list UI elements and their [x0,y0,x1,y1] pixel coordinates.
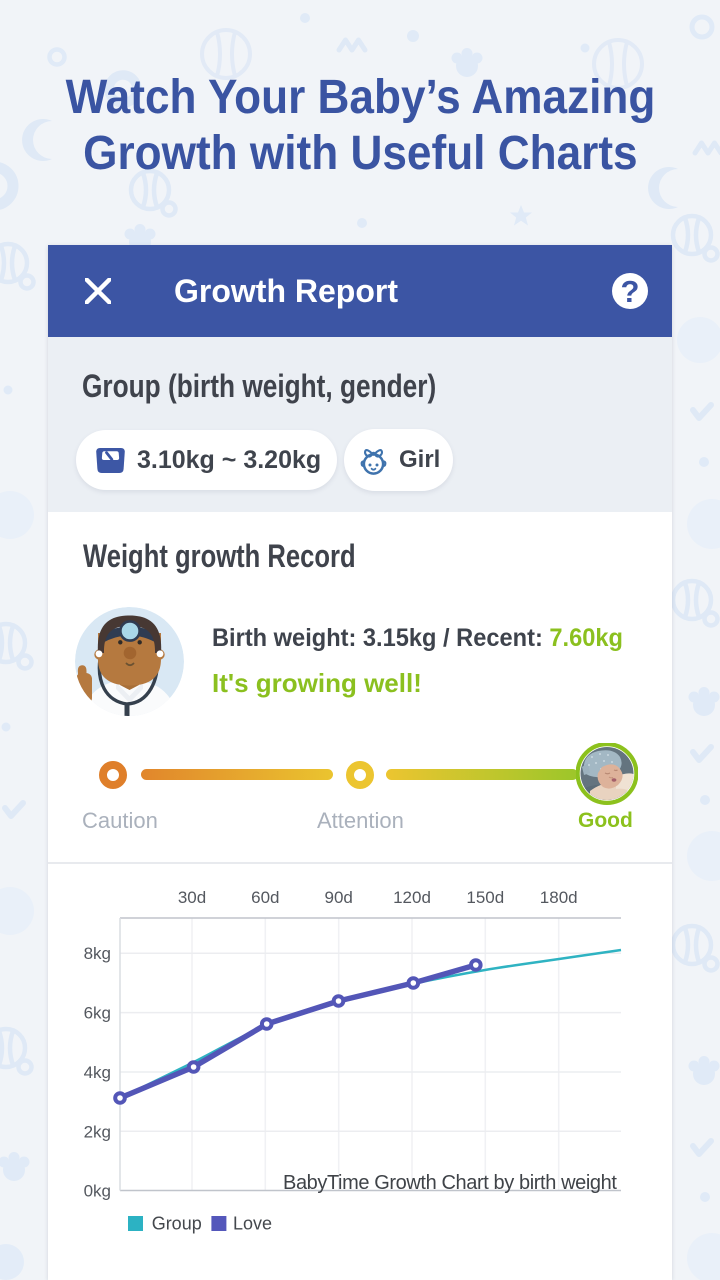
svg-text:60d: 60d [251,888,279,907]
svg-text:180d: 180d [540,888,578,907]
svg-text:2kg: 2kg [84,1122,111,1141]
svg-text:6kg: 6kg [84,1004,111,1023]
svg-text:90d: 90d [325,888,353,907]
svg-text:4kg: 4kg [84,1063,111,1082]
svg-text:8kg: 8kg [84,944,111,963]
svg-text:150d: 150d [466,888,504,907]
svg-text:30d: 30d [178,888,206,907]
svg-text:0kg: 0kg [84,1182,111,1201]
svg-text:BabyTime Growth Chart by birth: BabyTime Growth Chart by birth weight [283,1172,617,1194]
svg-text:Group: Group [152,1214,202,1234]
svg-text:120d: 120d [393,888,431,907]
svg-text:Love: Love [233,1214,272,1234]
